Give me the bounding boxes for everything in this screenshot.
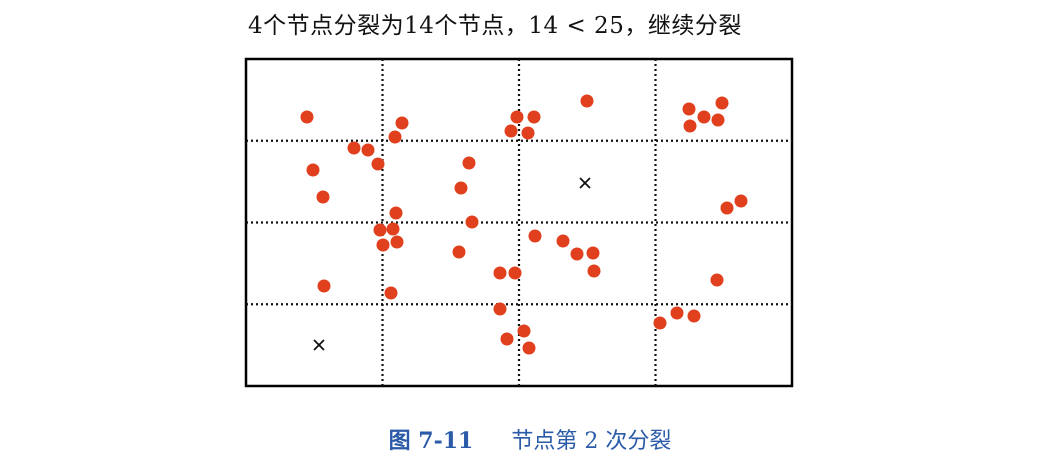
feature-point bbox=[452, 245, 466, 259]
feature-point bbox=[720, 201, 734, 215]
grid-lines bbox=[246, 59, 792, 386]
feature-point bbox=[493, 266, 507, 280]
feature-point bbox=[570, 247, 584, 261]
feature-point bbox=[386, 222, 400, 236]
feature-point bbox=[697, 110, 711, 124]
feature-point bbox=[317, 279, 331, 293]
feature-point bbox=[522, 341, 536, 355]
cross-marker bbox=[313, 339, 325, 351]
caption-title: 节点第 2 次分裂 bbox=[511, 429, 672, 454]
feature-point bbox=[687, 309, 701, 323]
feature-point bbox=[670, 306, 684, 320]
feature-point bbox=[715, 96, 729, 110]
feature-point bbox=[389, 206, 403, 220]
feature-point bbox=[580, 94, 594, 108]
feature-point bbox=[376, 238, 390, 252]
feature-point bbox=[493, 302, 507, 316]
feature-point bbox=[587, 264, 601, 278]
feature-point bbox=[586, 246, 600, 260]
cross-marker bbox=[579, 177, 591, 189]
feature-point bbox=[462, 156, 476, 170]
feature-point bbox=[711, 113, 725, 127]
feature-point bbox=[395, 116, 409, 130]
feature-point bbox=[388, 130, 402, 144]
feature-point bbox=[734, 194, 748, 208]
feature-point bbox=[361, 143, 375, 157]
figure-caption: 图 7-11 节点第 2 次分裂 bbox=[0, 423, 1060, 455]
feature-point bbox=[300, 110, 314, 124]
feature-point bbox=[521, 126, 535, 140]
feature-point bbox=[371, 157, 385, 171]
feature-point bbox=[306, 163, 320, 177]
feature-point bbox=[465, 215, 479, 229]
feature-point bbox=[556, 234, 570, 248]
points-layer bbox=[300, 94, 748, 355]
feature-point bbox=[682, 102, 696, 116]
feature-point bbox=[510, 110, 524, 124]
crosses-layer bbox=[313, 177, 591, 351]
feature-point bbox=[347, 141, 361, 155]
feature-point bbox=[390, 235, 404, 249]
caption-number: 图 7-11 bbox=[388, 428, 474, 454]
feature-point bbox=[384, 286, 398, 300]
feature-point bbox=[517, 324, 531, 338]
feature-point bbox=[527, 110, 541, 124]
feature-point bbox=[683, 119, 697, 133]
feature-point bbox=[528, 229, 542, 243]
feature-point bbox=[710, 273, 724, 287]
feature-point bbox=[373, 223, 387, 237]
header-text: 4个节点分裂为14个节点，14 < 25，继续分裂 bbox=[248, 13, 742, 39]
feature-point bbox=[508, 266, 522, 280]
feature-point bbox=[454, 181, 468, 195]
feature-point bbox=[504, 124, 518, 138]
feature-point bbox=[316, 190, 330, 204]
feature-point bbox=[653, 316, 667, 330]
feature-point bbox=[500, 332, 514, 346]
